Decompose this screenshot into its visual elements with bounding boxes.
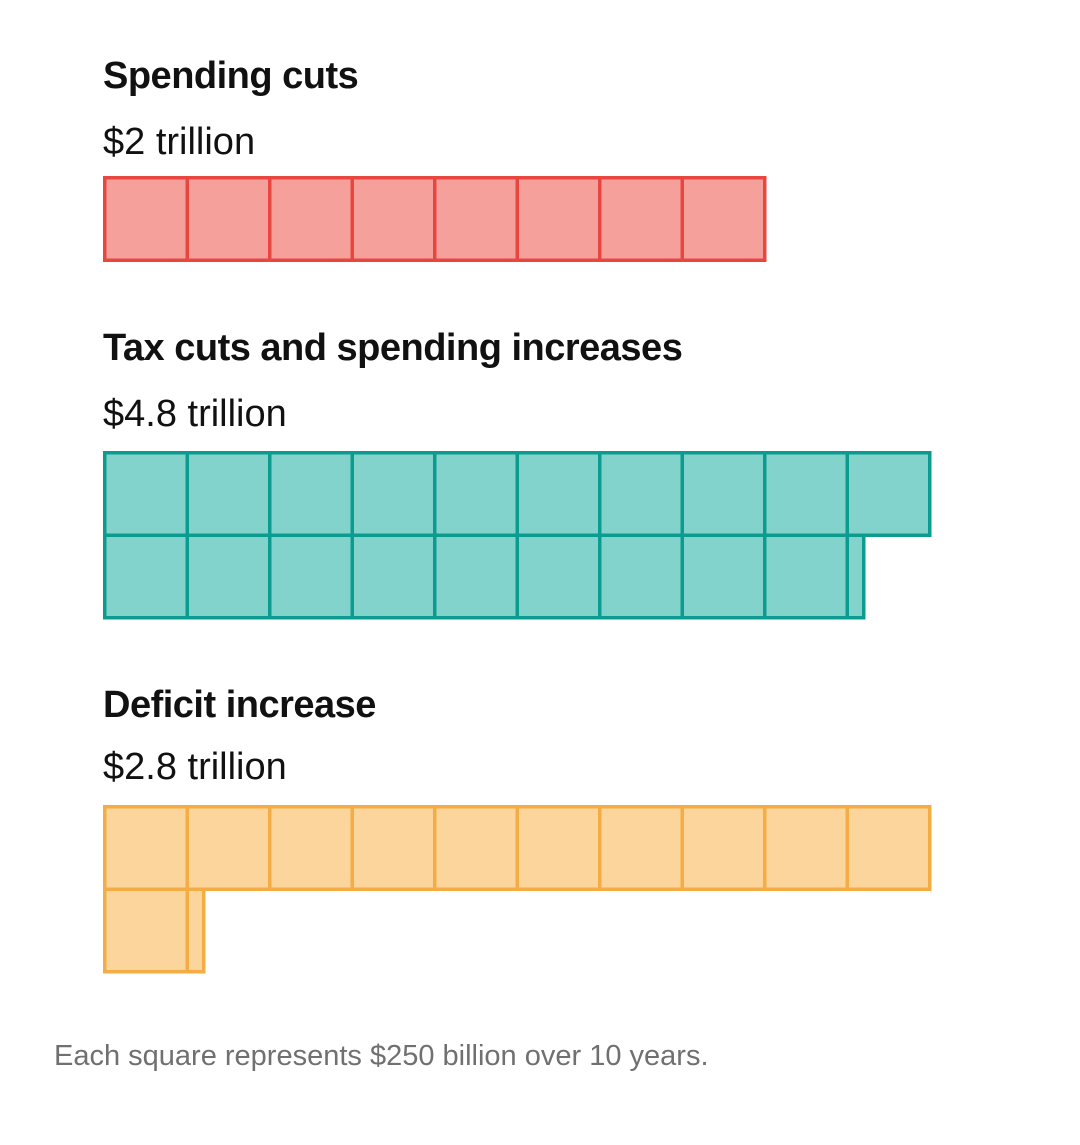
square <box>515 176 602 262</box>
square <box>680 451 767 537</box>
square <box>268 451 354 537</box>
square <box>350 805 437 891</box>
square <box>763 451 849 537</box>
square <box>763 805 849 891</box>
partial-square <box>845 533 866 620</box>
square <box>103 533 189 620</box>
square <box>598 451 684 537</box>
square <box>350 176 437 262</box>
group-title: Tax cuts and spending increases <box>103 327 683 369</box>
waffle-tax-cuts-spending-increases <box>103 451 932 620</box>
square <box>350 533 437 620</box>
square <box>185 176 272 262</box>
square <box>515 533 602 620</box>
square <box>598 176 684 262</box>
square <box>103 176 189 262</box>
square <box>103 887 189 974</box>
square <box>433 176 519 262</box>
chart-note: Each square represents $250 billion over… <box>54 1040 709 1072</box>
square <box>268 176 354 262</box>
square <box>845 451 932 537</box>
waffle-deficit-increase <box>103 805 932 974</box>
group-title: Spending cuts <box>103 55 359 97</box>
waffle-spending-cuts <box>103 176 767 262</box>
square <box>680 533 767 620</box>
square <box>598 533 684 620</box>
square <box>185 451 272 537</box>
square <box>103 451 189 537</box>
group-title: Deficit increase <box>103 684 376 726</box>
square <box>350 451 437 537</box>
square <box>845 805 932 891</box>
group-value: $4.8 trillion <box>103 393 287 435</box>
square <box>598 805 684 891</box>
square <box>433 451 519 537</box>
square <box>185 533 272 620</box>
square <box>515 805 602 891</box>
square <box>680 176 767 262</box>
group-value: $2 trillion <box>103 121 256 163</box>
partial-square <box>185 887 206 974</box>
square <box>433 805 519 891</box>
square <box>763 533 849 620</box>
square <box>433 533 519 620</box>
group-value: $2.8 trillion <box>103 746 287 788</box>
square <box>268 805 354 891</box>
square <box>103 805 189 891</box>
square <box>680 805 767 891</box>
square <box>185 805 272 891</box>
square <box>515 451 602 537</box>
square <box>268 533 354 620</box>
